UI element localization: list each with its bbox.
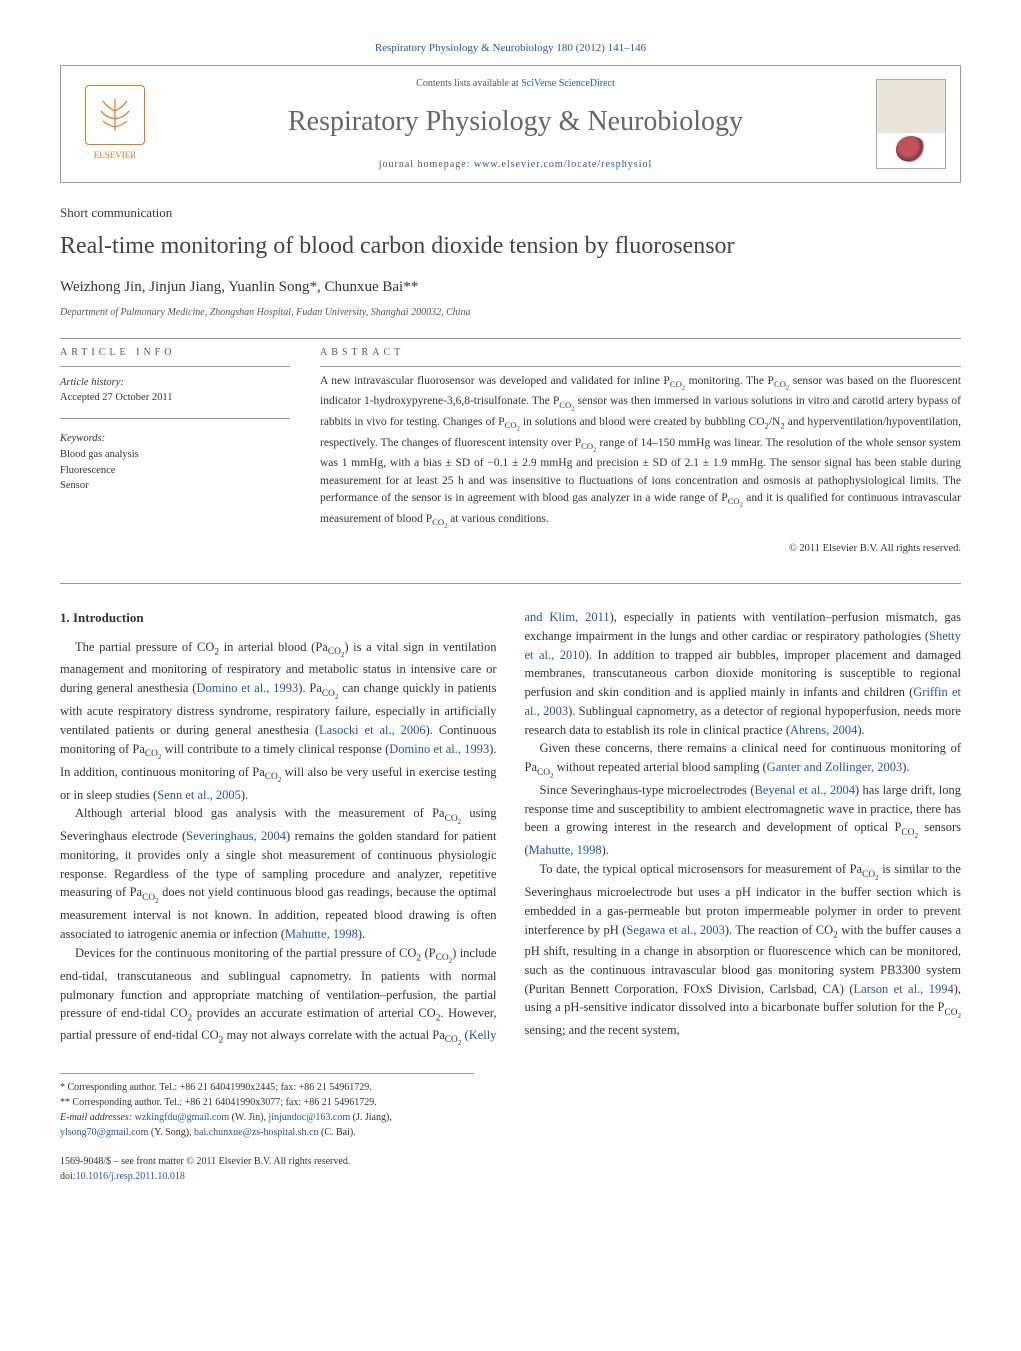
email-addresses: E-mail addresses: wzkingfdu@gmail.com (W… (60, 1110, 474, 1140)
info-abstract-row: ARTICLE INFO Article history: Accepted 2… (60, 345, 961, 558)
email-1[interactable]: jinjundoc@163.com (268, 1112, 350, 1123)
abstract-heading: ABSTRACT (320, 345, 961, 360)
body-p1: Although arterial blood gas analysis wit… (60, 804, 497, 944)
keyword-1: Fluorescence (60, 463, 290, 479)
keyword-0: Blood gas analysis (60, 447, 290, 463)
header-center: Contents lists available at SciVerse Sci… (175, 76, 856, 172)
paper-title: Real-time monitoring of blood carbon dio… (60, 228, 961, 264)
abstract-text: A new intravascular fluorosensor was dev… (320, 373, 961, 532)
emails-label: E-mail addresses: (60, 1112, 135, 1123)
sciencedirect-link[interactable]: SciVerse ScienceDirect (521, 78, 615, 89)
abstract-copyright: © 2011 Elsevier B.V. All rights reserved… (320, 541, 961, 557)
header-citation: Respiratory Physiology & Neurobiology 18… (60, 40, 961, 57)
doi-label: doi: (60, 1171, 76, 1182)
corr-author-1: * Corresponding author. Tel.: +86 21 640… (60, 1080, 474, 1095)
homepage-link[interactable]: www.elsevier.com/locate/resphysiol (474, 159, 652, 170)
rule-top (60, 338, 961, 339)
journal-header-box: ELSEVIER Contents lists available at Sci… (60, 65, 961, 183)
info-rule-1 (60, 366, 290, 367)
email-1-who: (J. Jiang), (350, 1112, 392, 1123)
journal-title: Respiratory Physiology & Neurobiology (175, 101, 856, 143)
body-p4: Since Severinghaus-type microelectrodes … (525, 781, 962, 860)
affiliation: Department of Pulmonary Medicine, Zhongs… (60, 305, 961, 320)
keywords-label: Keywords: (60, 431, 290, 447)
issn-line: 1569-9048/$ – see front matter © 2011 El… (60, 1154, 961, 1169)
history-label: Article history: (60, 375, 290, 391)
section-1-heading: 1. Introduction (60, 608, 497, 628)
contents-prefix: Contents lists available at (416, 78, 521, 89)
email-3-who: (C. Bai). (319, 1127, 356, 1138)
elsevier-logo: ELSEVIER (75, 79, 155, 169)
abstract-block: ABSTRACT A new intravascular fluorosenso… (320, 345, 961, 558)
email-2[interactable]: ylsong70@gmail.com (60, 1127, 148, 1138)
email-2-who: (Y. Song), (148, 1127, 194, 1138)
article-info-heading: ARTICLE INFO (60, 345, 290, 360)
body-p5: To date, the typical optical microsensor… (525, 860, 962, 1040)
homepage-prefix: journal homepage: (379, 159, 474, 170)
article-type: Short communication (60, 203, 961, 223)
body-p3: Given these concerns, there remains a cl… (525, 739, 962, 781)
doi-line: doi:10.1016/j.resp.2011.10.018 (60, 1169, 961, 1184)
elsevier-tree-icon (85, 85, 145, 145)
keyword-2: Sensor (60, 478, 290, 494)
email-0[interactable]: wzkingfdu@gmail.com (135, 1112, 229, 1123)
rule-bottom (60, 583, 961, 584)
corr-author-2: ** Corresponding author. Tel.: +86 21 64… (60, 1095, 474, 1110)
journal-cover-thumbnail (876, 79, 946, 169)
authors-line: Weizhong Jin, Jinjun Jiang, Yuanlin Song… (60, 276, 961, 299)
contents-available: Contents lists available at SciVerse Sci… (175, 76, 856, 91)
accepted-date: Accepted 27 October 2011 (60, 390, 290, 406)
footnotes: * Corresponding author. Tel.: +86 21 640… (60, 1073, 474, 1140)
body-text: 1. Introduction The partial pressure of … (60, 608, 961, 1049)
email-0-who: (W. Jin), (229, 1112, 268, 1123)
doi-link[interactable]: 10.1016/j.resp.2011.10.018 (76, 1171, 185, 1182)
journal-homepage: journal homepage: www.elsevier.com/locat… (175, 157, 856, 172)
body-p0: The partial pressure of CO2 in arterial … (60, 638, 497, 805)
email-3[interactable]: bai.chunxue@zs-hospital.sh.cn (194, 1127, 318, 1138)
footer: 1569-9048/$ – see front matter © 2011 El… (60, 1154, 961, 1184)
elsevier-label: ELSEVIER (94, 149, 137, 163)
info-rule-2 (60, 418, 290, 419)
article-info-block: ARTICLE INFO Article history: Accepted 2… (60, 345, 290, 558)
abstract-rule (320, 366, 961, 367)
